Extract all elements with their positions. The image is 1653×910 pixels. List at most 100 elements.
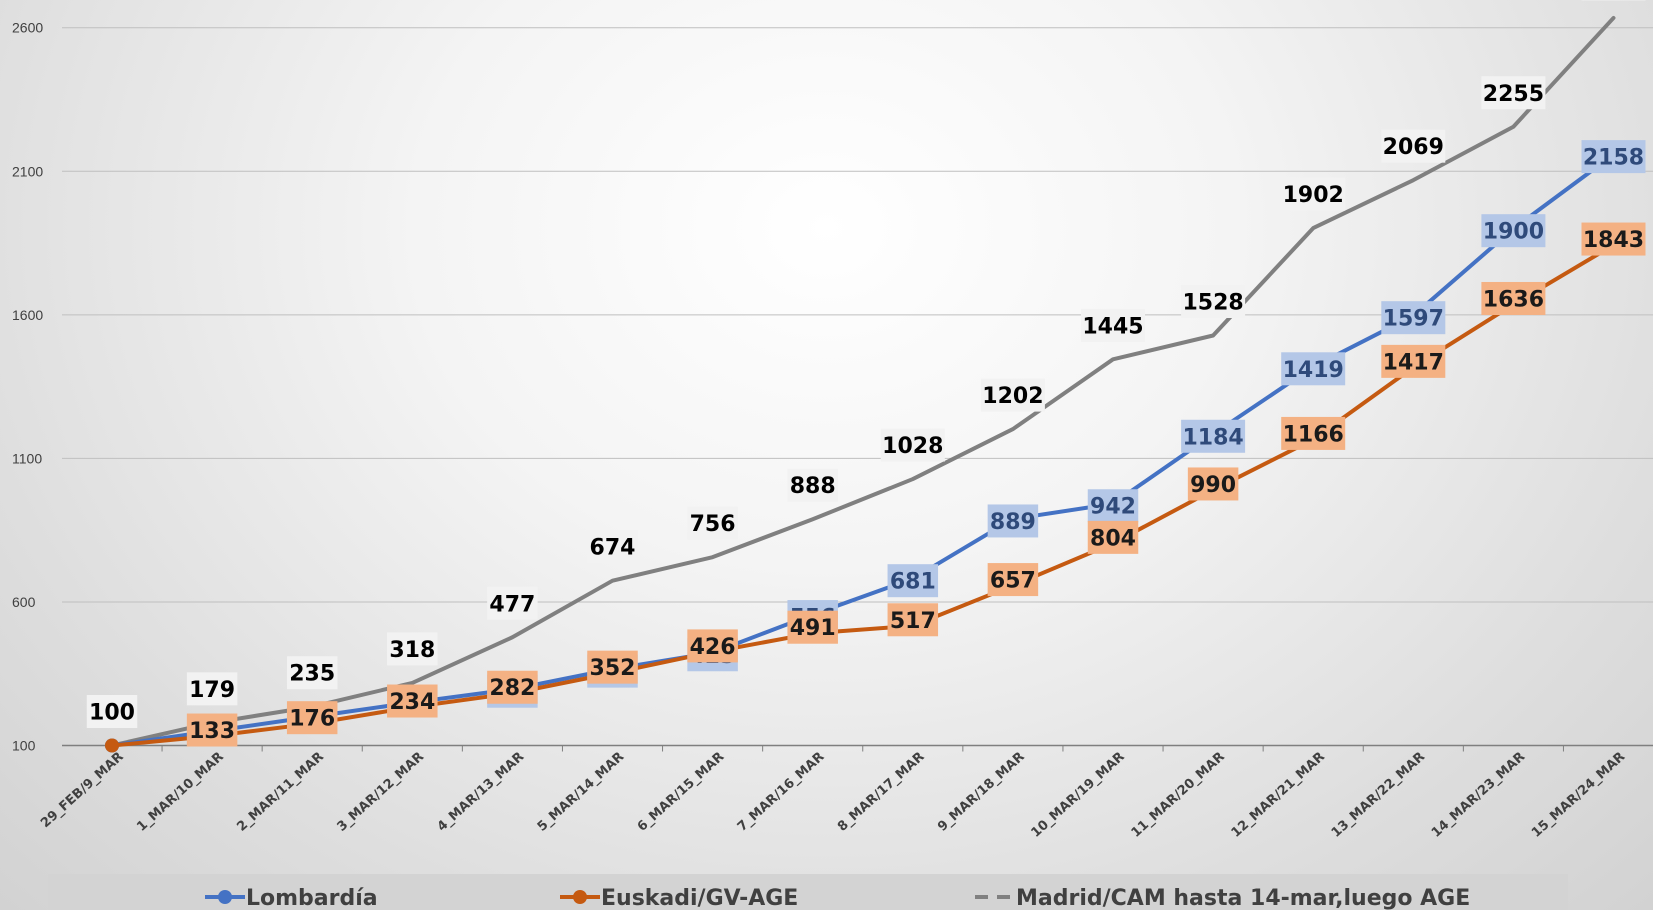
svg-text:1028: 1028	[882, 434, 943, 459]
data-label: 1843	[1581, 222, 1646, 256]
data-label: 888	[787, 468, 838, 502]
svg-text:1419: 1419	[1283, 358, 1344, 383]
data-label: 1417	[1381, 344, 1446, 378]
svg-text:100: 100	[89, 701, 135, 726]
svg-text:1636: 1636	[1483, 287, 1544, 312]
svg-text:889: 889	[990, 510, 1036, 535]
svg-text:681: 681	[890, 570, 936, 595]
data-label: 889	[987, 504, 1039, 538]
y-tick-label: 2600	[12, 20, 43, 36]
svg-text:2158: 2158	[1583, 146, 1644, 171]
data-label: 517	[887, 603, 939, 637]
data-label: 681	[887, 564, 939, 598]
svg-text:888: 888	[790, 474, 836, 499]
svg-text:Euskadi/GV-AGE: Euskadi/GV-AGE	[601, 886, 798, 910]
x-tick-label: 13_MAR/22_MAR	[1329, 749, 1428, 840]
svg-text:1417: 1417	[1383, 350, 1444, 375]
svg-text:179: 179	[189, 678, 235, 703]
svg-text:1900: 1900	[1483, 220, 1544, 245]
svg-text:756: 756	[690, 512, 736, 537]
svg-text:657: 657	[990, 569, 1036, 594]
svg-text:352: 352	[590, 656, 636, 681]
y-tick-label: 2100	[12, 163, 43, 179]
data-label: 1202	[980, 378, 1045, 412]
svg-text:1843: 1843	[1583, 228, 1644, 253]
data-label: 100	[86, 695, 138, 728]
x-tick-label: 3_MAR/12_MAR	[335, 749, 427, 834]
svg-text:1597: 1597	[1383, 307, 1444, 332]
svg-text:1202: 1202	[982, 384, 1043, 409]
x-tick-label: 12_MAR/21_MAR	[1229, 749, 1328, 840]
x-tick-label: 11_MAR/20_MAR	[1129, 749, 1228, 840]
data-label: 282	[487, 670, 538, 704]
svg-text:426: 426	[690, 635, 736, 660]
legend-background	[48, 874, 1568, 910]
x-tick-label: 15_MAR/24_MAR	[1529, 749, 1628, 840]
svg-text:235: 235	[289, 662, 335, 687]
x-tick-label: 10_MAR/19_MAR	[1028, 749, 1127, 840]
x-tick-label: 5_MAR/14_MAR	[535, 749, 627, 834]
data-label: 176	[286, 701, 338, 735]
data-label: 2158	[1581, 140, 1646, 174]
data-label: 1166	[1281, 416, 1346, 450]
series-lines	[105, 15, 1621, 753]
data-label: 1184	[1181, 419, 1246, 453]
svg-text:804: 804	[1090, 526, 1136, 551]
y-tick-label: 1600	[12, 307, 43, 323]
data-label: 1597	[1381, 301, 1446, 335]
data-label: 477	[487, 586, 538, 620]
svg-text:942: 942	[1090, 495, 1136, 520]
data-labels: 2963664235566818899421184141915971900215…	[86, 0, 1646, 747]
x-tick-label: 4_MAR/13_MAR	[435, 749, 527, 834]
x-axis: 29_FEB/9_MAR 1_MAR/10_MAR 2_MAR/11_MAR 3_MA…	[38, 745, 1628, 841]
svg-text:1184: 1184	[1182, 425, 1243, 450]
svg-text:318: 318	[389, 638, 435, 663]
svg-text:282: 282	[489, 676, 535, 701]
data-label: 674	[587, 530, 638, 564]
svg-text:1445: 1445	[1082, 314, 1143, 339]
data-label: 1636	[1481, 281, 1546, 315]
data-label: 2069	[1381, 129, 1446, 163]
svg-text:Madrid/CAM hasta 14-mar,luego: Madrid/CAM hasta 14-mar,luego AGE	[1016, 886, 1470, 910]
data-label: 1028	[880, 428, 945, 462]
x-tick-label: 29_FEB/9_MAR	[38, 749, 126, 831]
x-tick-label: 1_MAR/10_MAR	[134, 749, 226, 834]
data-label: 804	[1087, 520, 1139, 554]
svg-text:1528: 1528	[1182, 290, 1243, 315]
data-label: 235	[286, 656, 338, 690]
x-tick-label: 7_MAR/16_MAR	[735, 749, 827, 834]
data-label: 426	[687, 629, 738, 663]
x-tick-label: 6_MAR/15_MAR	[635, 749, 727, 834]
data-label: 1419	[1281, 352, 1346, 386]
x-tick-label: 2_MAR/11_MAR	[234, 749, 326, 834]
series-line	[110, 15, 1616, 748]
svg-text:2069: 2069	[1383, 135, 1444, 160]
svg-text:234: 234	[389, 690, 435, 715]
x-tick-label: 14_MAR/23_MAR	[1429, 749, 1528, 840]
data-label: 491	[787, 610, 838, 644]
data-label: 942	[1087, 489, 1139, 523]
svg-text:133: 133	[189, 719, 235, 744]
svg-text:491: 491	[790, 616, 836, 641]
data-label: 2255	[1481, 76, 1546, 110]
data-label: 1902	[1281, 177, 1346, 211]
data-label: 990	[1187, 467, 1239, 501]
svg-text:674: 674	[590, 536, 636, 561]
y-axis: 100 600 1100 1600 2100 2600	[12, 20, 43, 754]
legend-entry: Lombardía	[205, 886, 378, 910]
data-label: 657	[987, 563, 1039, 597]
x-tick-label: 9_MAR/18_MAR	[935, 749, 1027, 834]
svg-text:517: 517	[890, 609, 936, 634]
data-label: 179	[186, 672, 238, 706]
svg-text:477: 477	[489, 592, 535, 617]
y-tick-label: 100	[12, 738, 36, 754]
data-label: 1900	[1481, 214, 1546, 248]
data-label: 318	[387, 632, 438, 666]
grid-lines	[62, 27, 1653, 747]
data-label: 756	[687, 506, 738, 540]
data-label: 1445	[1081, 308, 1145, 342]
series-line	[110, 152, 1616, 748]
data-label: 1528	[1181, 284, 1246, 318]
data-label: 352	[587, 650, 638, 684]
